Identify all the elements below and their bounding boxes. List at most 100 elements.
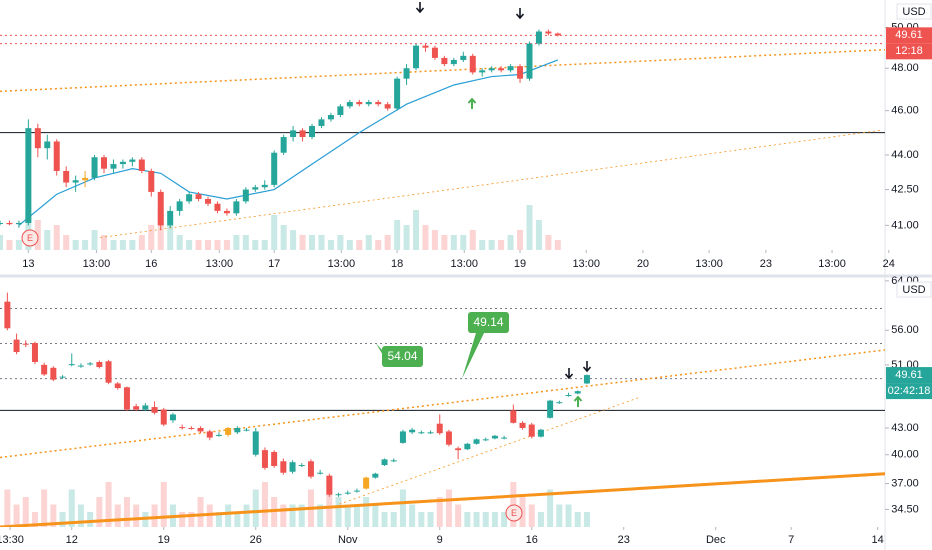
candle-body: [91, 157, 98, 178]
volume-bar: [298, 504, 305, 527]
x-tick-label: 26: [250, 534, 262, 546]
currency-box: [896, 3, 932, 20]
candle-body: [119, 161, 126, 165]
candle-body: [205, 198, 212, 204]
volume-bar: [44, 230, 51, 250]
volume-bar: [176, 235, 183, 250]
volume-bar: [179, 512, 186, 527]
candle-body: [479, 70, 486, 73]
candle-body: [460, 55, 467, 60]
volume-bar: [375, 240, 382, 250]
candle-body: [4, 301, 11, 329]
candle-body: [372, 473, 379, 478]
candle-body: [157, 191, 164, 226]
volume-bar: [346, 240, 353, 250]
volume-bar: [148, 225, 155, 250]
moving-average: [18, 59, 559, 226]
y-tick-label: 43.00: [891, 422, 919, 434]
candle-body: [271, 152, 278, 185]
candle-body: [299, 130, 306, 138]
volume-bar: [252, 489, 259, 527]
candle-body: [375, 102, 382, 105]
x-tick-label: 12: [66, 534, 78, 546]
trend-line: [0, 349, 885, 459]
candle-body: [151, 407, 158, 413]
volume-bar: [556, 504, 563, 527]
x-tick-label: 14: [872, 534, 884, 546]
candle-body: [167, 210, 174, 226]
volume-bar: [413, 210, 420, 250]
volume-bar: [482, 512, 489, 527]
candle-body: [242, 189, 249, 202]
price-box: [886, 367, 932, 384]
candle-body: [44, 141, 51, 149]
arrow-up: [573, 395, 583, 407]
volume-bar: [327, 240, 334, 250]
earnings-marker: [21, 229, 39, 247]
candle-body: [110, 164, 117, 169]
candle-body: [63, 170, 70, 183]
volume-bar: [409, 504, 416, 527]
countdown-label: 02:42:18: [888, 385, 931, 397]
volume-bar: [110, 240, 117, 250]
candle-body: [469, 55, 476, 73]
volume-bar: [384, 235, 391, 250]
callout-box: [468, 312, 509, 333]
x-tick-label: 13:00: [818, 258, 846, 270]
candle-body: [138, 159, 145, 171]
candle-body: [488, 68, 495, 71]
candle-body: [129, 159, 136, 162]
y-tick-label: 44.00: [891, 149, 919, 161]
volume-bar: [242, 235, 249, 250]
candle-body: [105, 361, 112, 383]
volume-bar: [318, 235, 325, 250]
candle-body: [519, 422, 526, 428]
arrow-up: [467, 97, 477, 109]
candle-body: [261, 184, 268, 188]
trend-line: [100, 129, 881, 239]
candle-body: [507, 66, 514, 71]
volume-bar: [15, 240, 22, 250]
x-tick-label: 23: [760, 258, 772, 270]
volume-bar: [105, 482, 112, 527]
volume-bar: [491, 512, 498, 527]
y-tick-label: 37.00: [891, 477, 919, 489]
candle-body: [441, 57, 448, 65]
volume-bar: [537, 512, 544, 527]
volume-bar: [96, 497, 103, 527]
x-tick-label: 13:00: [328, 258, 356, 270]
earnings-marker: [505, 504, 523, 522]
volume-bar: [517, 230, 524, 250]
trend-line: [339, 397, 640, 505]
earnings-label: E: [27, 233, 33, 243]
volume-bar: [464, 512, 471, 527]
volume-bar: [363, 497, 370, 527]
volume-bar: [82, 240, 89, 250]
callout-box: [382, 346, 423, 367]
volume-bar: [479, 240, 486, 250]
candle-body: [252, 431, 259, 455]
volume-bar: [289, 504, 296, 527]
volume-bar: [326, 482, 333, 527]
candle-body: [317, 472, 324, 474]
volume-bar: [501, 512, 508, 527]
volume-bar: [455, 504, 462, 527]
candle-body: [13, 339, 20, 353]
volume-bar: [233, 235, 240, 250]
volume-bar: [205, 240, 212, 250]
volume-bar: [261, 482, 268, 527]
volume-bar: [0, 235, 3, 250]
candle-body: [464, 443, 471, 450]
candle-body: [501, 437, 508, 439]
x-tick-label: 18: [391, 258, 403, 270]
volume-bar: [53, 225, 60, 250]
y-tick-label: 42.50: [891, 183, 919, 195]
candle-body: [59, 376, 66, 378]
x-tick-label: 13: [22, 258, 34, 270]
candle-body: [537, 429, 544, 437]
candle-body: [53, 141, 60, 171]
volume-bar: [114, 504, 121, 527]
volume-bar: [138, 235, 145, 250]
candle-body: [114, 383, 121, 389]
candle-body: [195, 194, 202, 199]
